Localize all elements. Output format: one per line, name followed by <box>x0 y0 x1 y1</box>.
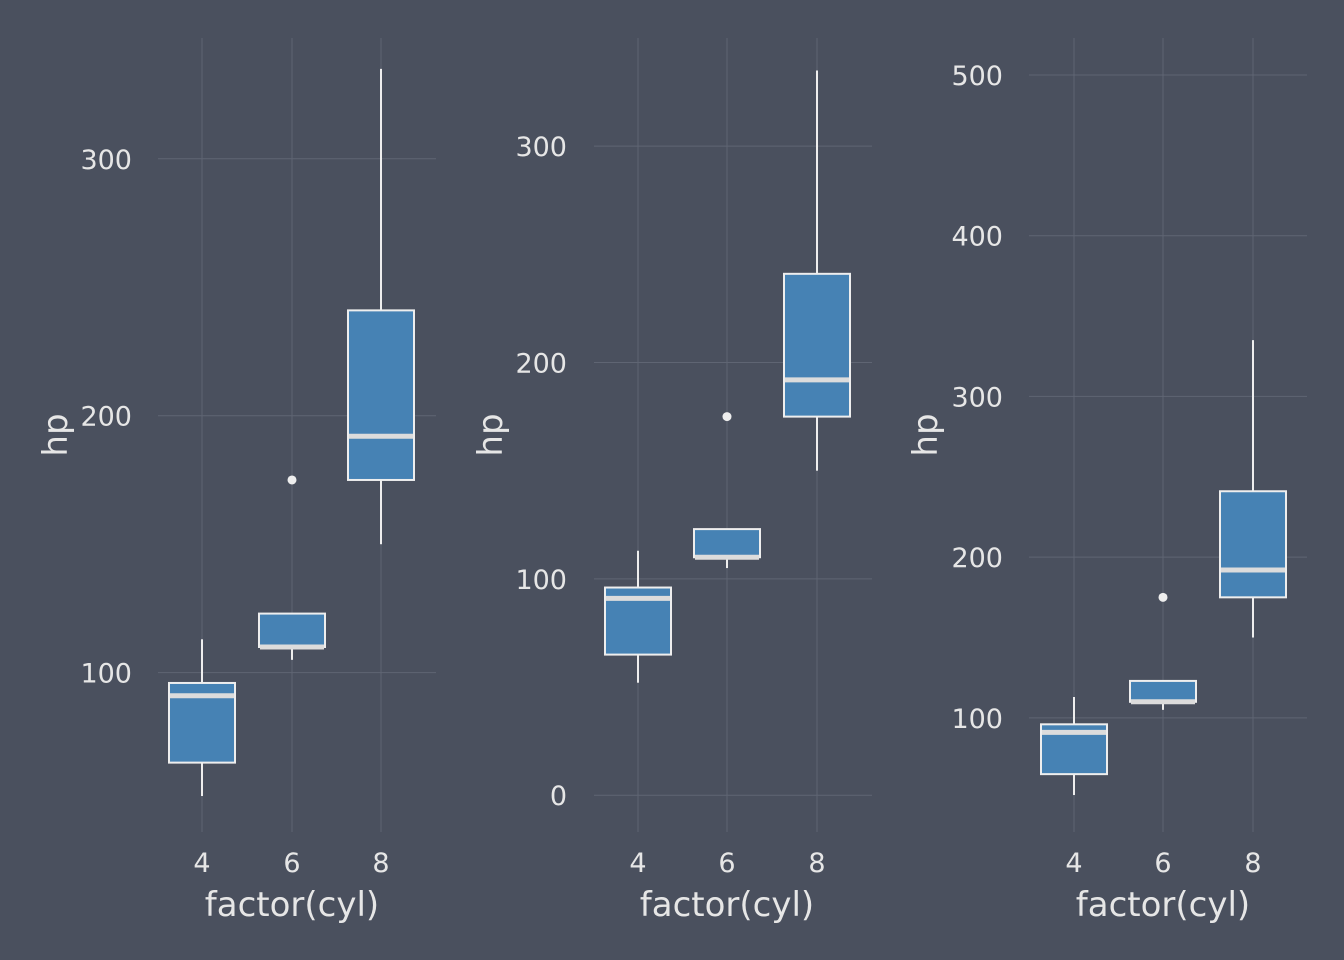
box-6 <box>258 475 326 660</box>
box-8 <box>783 70 851 471</box>
x-tick-label: 4 <box>629 848 646 879</box>
panel-2-x-axis-title: factor(cyl) <box>640 885 814 925</box>
outlier-point <box>287 475 297 485</box>
y-tick-label: 300 <box>951 382 1003 413</box>
box-4 <box>168 639 236 797</box>
y-tick-label: 200 <box>951 543 1003 574</box>
panel-1-x-ticks: 4 6 8 <box>193 848 389 879</box>
y-tick-label: 100 <box>80 659 132 690</box>
panel-3-y-ticks: 100 200 300 400 500 <box>951 61 1003 735</box>
x-tick-label: 6 <box>283 848 300 879</box>
x-tick-label: 8 <box>372 848 389 879</box>
panel-1-x-axis-title: factor(cyl) <box>205 885 379 925</box>
y-tick-label: 200 <box>515 349 567 380</box>
panel-1-y-axis-title: hp <box>36 413 76 456</box>
box-8 <box>1219 340 1287 638</box>
x-tick-label: 6 <box>1154 848 1171 879</box>
y-tick-label: 300 <box>515 132 567 163</box>
iqr-box <box>1219 490 1287 599</box>
outlier-point <box>722 412 732 422</box>
y-tick-label: 0 <box>550 781 567 812</box>
box-6 <box>693 412 761 569</box>
panel-3-x-axis-title: factor(cyl) <box>1076 885 1250 925</box>
panel-3-y-axis-title: hp <box>906 413 946 456</box>
x-tick-label: 4 <box>1065 848 1082 879</box>
iqr-box <box>693 528 761 559</box>
panel-3-x-ticks: 4 6 8 <box>1065 848 1261 879</box>
y-tick-label: 400 <box>951 222 1003 253</box>
panel-2-marks <box>604 70 851 683</box>
panel-1-marks <box>168 68 415 797</box>
box-8 <box>347 68 415 545</box>
y-tick-label: 300 <box>80 145 132 176</box>
iqr-box <box>783 272 851 418</box>
y-tick-label: 500 <box>951 61 1003 92</box>
iqr-box <box>258 612 326 648</box>
box-6 <box>1129 592 1197 710</box>
panel-2: 0 100 200 300 4 6 8 factor(cyl) hp <box>471 38 872 925</box>
x-tick-label: 8 <box>1244 848 1261 879</box>
iqr-box <box>1129 679 1197 703</box>
x-tick-label: 8 <box>808 848 825 879</box>
panel-1: 100 200 300 4 6 8 factor(cyl) hp <box>36 38 436 925</box>
panel-1-y-ticks: 100 200 300 <box>80 145 132 690</box>
y-tick-label: 200 <box>80 402 132 433</box>
y-tick-label: 100 <box>515 565 567 596</box>
iqr-box <box>347 309 415 481</box>
panel-3-marks <box>1040 340 1287 796</box>
x-tick-label: 6 <box>718 848 735 879</box>
panel-2-y-ticks: 0 100 200 300 <box>515 132 567 812</box>
y-tick-label: 100 <box>951 704 1003 735</box>
panel-2-x-ticks: 4 6 8 <box>629 848 825 879</box>
panel-3: 100 200 300 400 500 4 6 8 factor(cyl) hp <box>906 38 1307 925</box>
x-tick-label: 4 <box>193 848 210 879</box>
box-4 <box>604 550 672 683</box>
outlier-point <box>1158 592 1168 602</box>
box-4 <box>1040 696 1108 796</box>
panel-2-y-axis-title: hp <box>471 413 511 456</box>
